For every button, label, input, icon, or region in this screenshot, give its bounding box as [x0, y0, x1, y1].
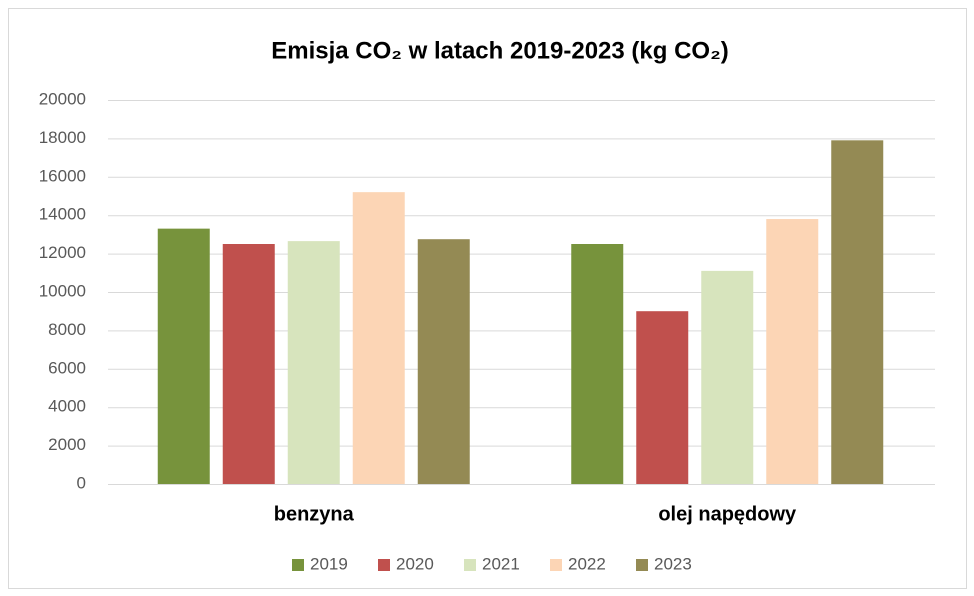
y-tick-label: 20000: [39, 89, 86, 108]
y-tick-label: 0: [77, 473, 86, 492]
y-tick-label: 2000: [48, 435, 86, 454]
bar: [157, 228, 210, 484]
bar: [766, 219, 819, 485]
bar: [701, 270, 754, 484]
legend-swatch: [292, 559, 304, 571]
bar: [636, 311, 689, 484]
x-tick-label: benzyna: [274, 503, 355, 525]
x-tick-label: olej napędowy: [658, 503, 797, 525]
legend-swatch: [550, 559, 562, 571]
bar: [352, 192, 405, 484]
y-tick-label: 12000: [39, 243, 86, 262]
y-tick-label: 14000: [39, 205, 86, 224]
legend-swatch: [464, 559, 476, 571]
legend-label: 2019: [310, 554, 348, 573]
bar: [287, 241, 340, 484]
y-tick-label: 4000: [48, 397, 86, 416]
y-tick-label: 6000: [48, 358, 86, 377]
legend-label: 2021: [482, 554, 520, 573]
chart-title: Emisja CO₂ w latach 2019-2023 (kg CO₂): [271, 37, 729, 64]
chart-border: [8, 8, 967, 589]
y-tick-label: 16000: [39, 166, 86, 185]
legend-label: 2023: [654, 554, 692, 573]
bar: [222, 244, 275, 484]
bar: [571, 244, 624, 484]
legend-label: 2020: [396, 554, 434, 573]
legend-swatch: [636, 559, 648, 571]
y-tick-label: 10000: [39, 281, 86, 300]
bar: [417, 239, 470, 484]
y-tick-label: 8000: [48, 320, 86, 339]
bar: [831, 140, 884, 484]
legend-label: 2022: [568, 554, 606, 573]
legend-swatch: [378, 559, 390, 571]
y-tick-label: 18000: [39, 128, 86, 147]
